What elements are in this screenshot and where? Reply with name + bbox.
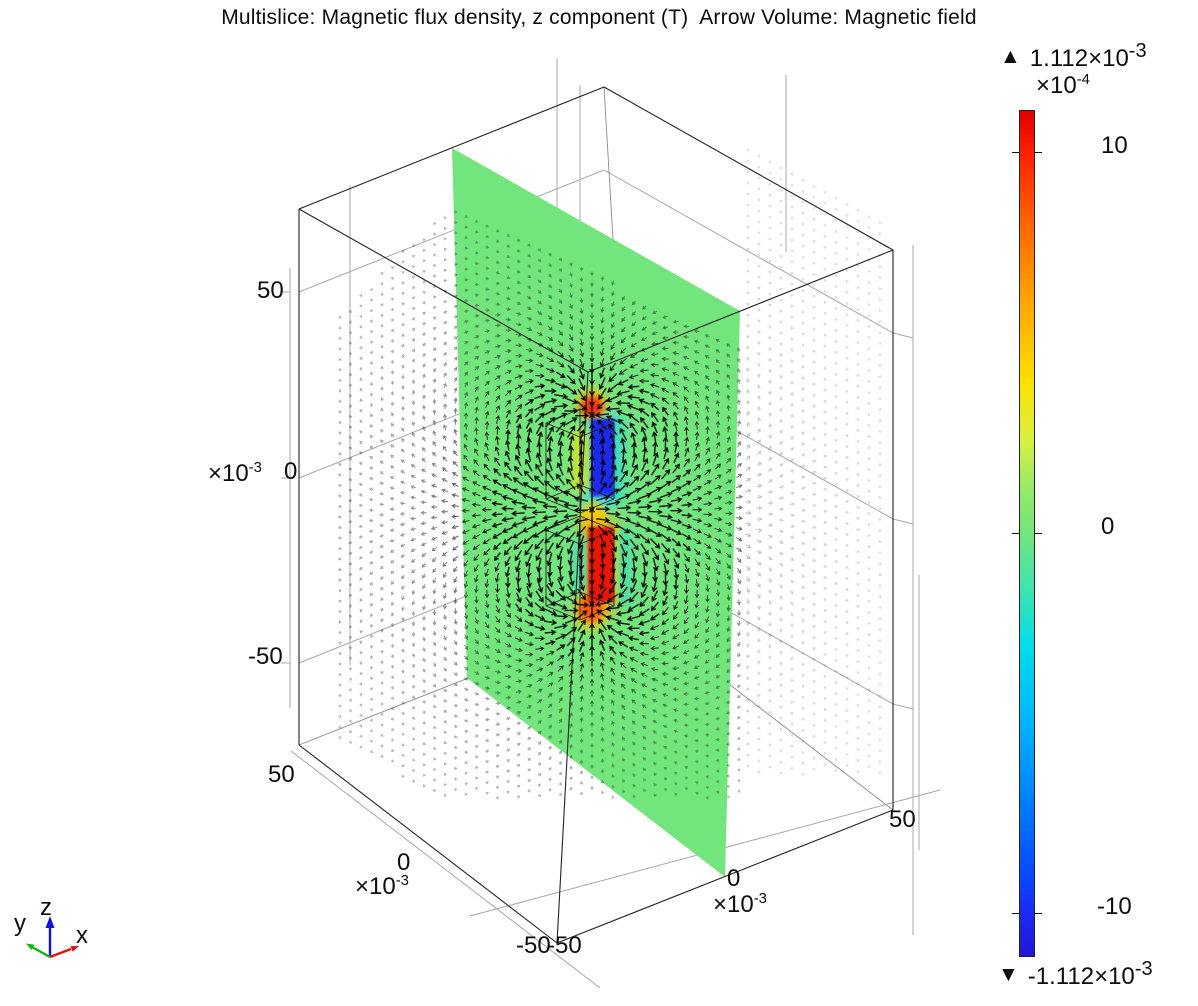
x-axis-scale-label: ×10-3 <box>713 891 767 918</box>
x-axis-tick-m50: -50 <box>547 932 582 959</box>
z-axis-tick-0: 0 <box>284 458 298 485</box>
colorbar-tick-0: 0 <box>1101 513 1115 540</box>
x-axis-tick-50: 50 <box>889 806 916 833</box>
colorbar-tick-10: 10 <box>1101 132 1128 159</box>
arrow-field-dense <box>337 210 743 800</box>
x-axis-arrow <box>49 947 72 959</box>
y-axis-tick-0: 0 <box>397 849 411 876</box>
colorbar-scale-label: ×10-4 <box>1036 72 1090 99</box>
colorbar <box>1019 110 1035 957</box>
triad-z-label: z <box>40 894 52 921</box>
triad-x-label: x <box>76 922 88 949</box>
colorbar-tickmark <box>1012 913 1019 914</box>
triad-y-label: y <box>14 910 26 937</box>
colorbar-tickmark <box>1035 533 1042 534</box>
min-marker-icon: ▼ <box>998 962 1019 986</box>
z-axis-arrowhead-icon <box>45 916 55 928</box>
max-marker-icon: ▲ <box>1000 44 1021 68</box>
domain-box-wireframe <box>298 86 894 944</box>
y-axis-arrowhead-icon <box>26 943 35 950</box>
y-axis-tick-m50: -50 <box>516 932 551 959</box>
colorbar-tickmark <box>1012 533 1019 534</box>
y-axis-arrow <box>31 945 51 959</box>
colorbar-tick-m10: -10 <box>1097 893 1132 920</box>
colorbar-min-label: ▼ -1.112×10-3 <box>998 958 1153 991</box>
z-axis-scale-label: ×10-3 <box>208 460 262 487</box>
colorbar-tickmark <box>1035 913 1042 914</box>
z-axis-tick-m50: -50 <box>248 643 283 670</box>
z-axis-tick-50: 50 <box>257 277 284 304</box>
colorbar-min-value: -1.112×10-3 <box>1027 958 1153 990</box>
colorbar-tickmark <box>1035 152 1042 153</box>
y-axis-tick-50: 50 <box>268 761 295 788</box>
x-axis-arrowhead-icon <box>70 946 79 952</box>
arrow-field-faint-right <box>745 148 883 776</box>
plot-title: Multislice: Magnetic flux density, z com… <box>221 6 977 29</box>
coordinate-triad <box>26 916 79 959</box>
colorbar-tickmark <box>1012 152 1019 153</box>
magnet-wireframes <box>545 408 615 621</box>
colorbar-max-value: 1.112×10-3 <box>1029 40 1147 72</box>
colorbar-max-label: ▲ 1.112×10-3 <box>1000 40 1147 73</box>
y-axis-scale-label: ×10-3 <box>355 873 409 900</box>
x-axis-tick-0: 0 <box>727 865 741 892</box>
